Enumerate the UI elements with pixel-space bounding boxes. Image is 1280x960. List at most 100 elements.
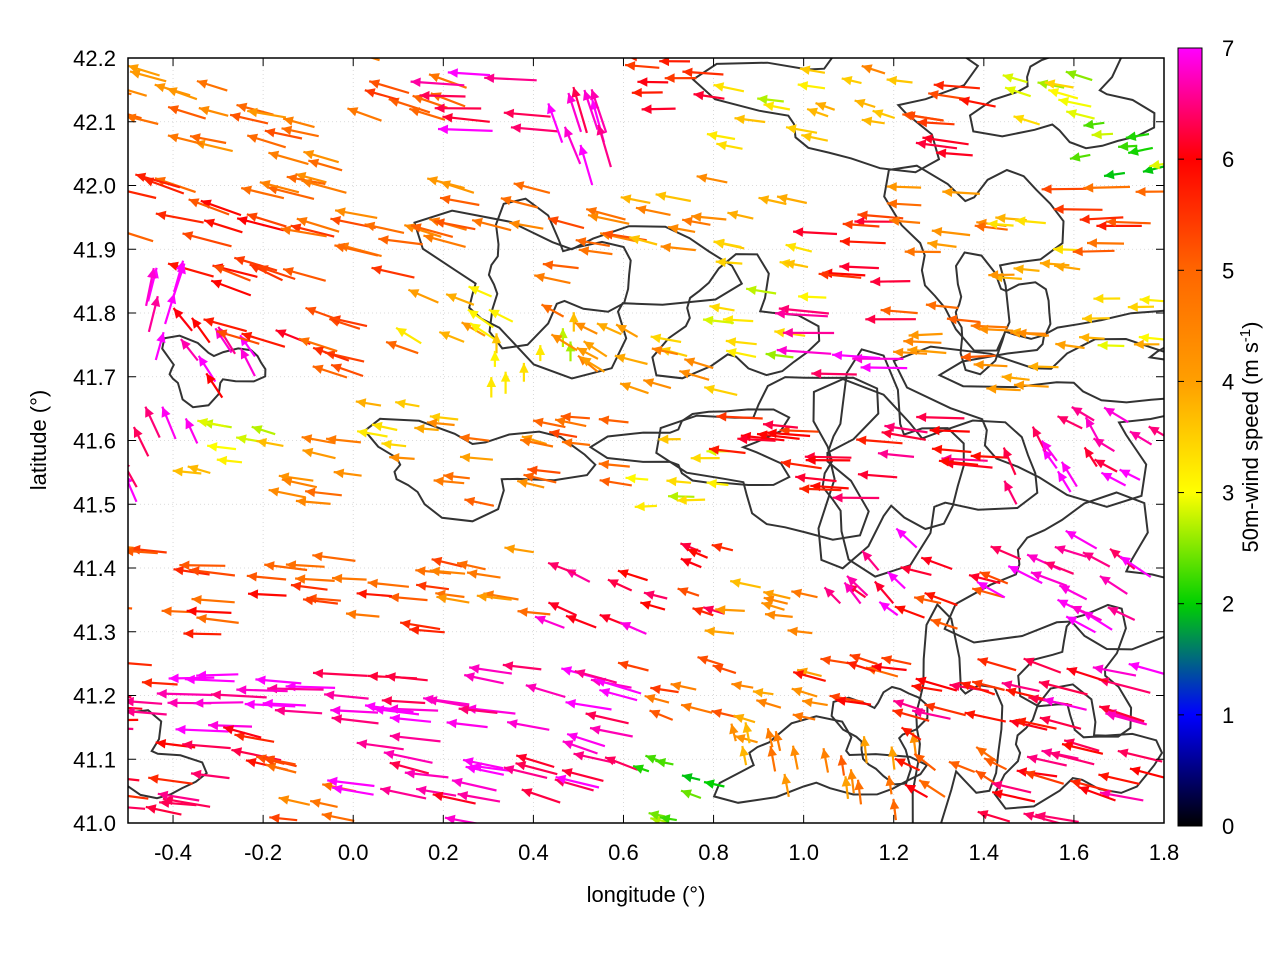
wind-vector-head [854, 779, 864, 791]
wind-vector-head [692, 606, 704, 616]
wind-vector-head [590, 89, 600, 101]
wind-vector-head [467, 309, 479, 320]
wind-vector-head [108, 802, 118, 812]
wind-vector-head [924, 591, 936, 601]
wind-vector-head [658, 434, 669, 445]
wind-vector-head [1098, 772, 1110, 782]
wind-vector-head [156, 689, 167, 699]
wind-vector-head [175, 724, 186, 735]
wind-vector-head [596, 323, 608, 332]
y-tick-label: 41.6 [73, 429, 116, 454]
wind-vector-head [313, 346, 324, 356]
wind-vector-head [103, 789, 114, 799]
wind-vector-head [507, 719, 518, 729]
wind-vector-head [161, 406, 171, 418]
contour-line [161, 334, 267, 409]
wind-vector-head [799, 484, 810, 494]
wind-vector-head [207, 442, 218, 452]
colorbar-title: 50m-wind speed (m s-1) [1237, 322, 1263, 553]
wind-vector-head [847, 575, 858, 587]
wind-vector-head [596, 124, 606, 136]
wind-vector-head [431, 556, 443, 567]
y-tick-label: 42.2 [73, 46, 116, 71]
wind-vector-head [567, 732, 578, 742]
wind-vector-head [915, 139, 927, 149]
wind-vector-head [1104, 169, 1115, 180]
wind-vector-head [617, 569, 629, 579]
wind-vector-head [457, 791, 469, 801]
wind-vector-head [150, 296, 161, 307]
wind-vector-shaft [128, 92, 132, 96]
wind-vector-head [247, 107, 258, 118]
wind-vector-head [583, 90, 593, 101]
wind-vector-head [324, 690, 335, 700]
wind-vector-head [930, 618, 942, 628]
wind-vector-head [283, 267, 294, 277]
wind-vector-head [726, 348, 737, 358]
wind-vector-head [389, 713, 401, 724]
wind-vector-head [128, 707, 135, 717]
wind-vector-head [460, 452, 471, 463]
wind-vector-head [599, 614, 611, 623]
wind-vector-head [1093, 438, 1105, 448]
wind-vector-head [488, 309, 500, 319]
wind-vector-head [1062, 741, 1073, 751]
wind-vector-head [108, 658, 118, 668]
wind-vector-head [1125, 131, 1137, 141]
wind-vectors [103, 58, 1164, 823]
wind-vector-head [1035, 811, 1046, 822]
wind-vector-head [645, 754, 657, 764]
wind-vector-head [598, 415, 610, 425]
wind-vector-head [196, 79, 208, 89]
wind-vector-head [555, 416, 566, 427]
wind-vector-head [784, 259, 796, 269]
wind-vector-head [281, 476, 293, 487]
wind-vector-head [179, 560, 190, 570]
wind-vector-head [112, 288, 121, 299]
wind-vector-head [666, 476, 677, 487]
wind-vector-head [1129, 766, 1141, 776]
y-axis-title: latitude (°) [26, 390, 51, 491]
wind-vector-head [1101, 472, 1113, 482]
wind-vector-head [281, 125, 293, 136]
wind-vector-head [1066, 616, 1078, 626]
wind-vector-head [148, 774, 159, 784]
contour-line [883, 164, 1065, 352]
wind-vector-head [650, 815, 661, 823]
wind-vector-head [854, 216, 865, 227]
wind-vector-head [765, 728, 775, 739]
wind-vector-head [172, 466, 183, 477]
wind-vector-head [739, 746, 749, 757]
wind-vector-head [832, 493, 843, 503]
wind-vector-head [995, 213, 1006, 224]
wind-vector-head [434, 218, 445, 228]
wind-vector-head [779, 259, 791, 269]
wind-vector-head [197, 418, 208, 428]
wind-vector-head [1128, 661, 1140, 672]
x-tick-label: 1.0 [788, 840, 819, 865]
x-tick-label: 1.8 [1149, 840, 1180, 865]
wind-vector-head [416, 581, 427, 591]
wind-vector-head [535, 345, 546, 355]
wind-vector-head [566, 614, 577, 624]
wind-vector-head [655, 191, 667, 201]
wind-vector-head [677, 587, 689, 597]
wind-vector-head [565, 699, 576, 709]
wind-vector-head [921, 556, 933, 566]
wind-vector-head [706, 479, 717, 489]
wind-vector-head [1127, 302, 1138, 312]
wind-vector-head [216, 329, 228, 339]
wind-vector-head [842, 219, 853, 230]
wind-vector-head [1016, 328, 1027, 339]
wind-vector-head [468, 286, 480, 295]
wind-vector-head [191, 317, 202, 329]
wind-vector-head [885, 775, 895, 787]
contour-line [812, 378, 1039, 578]
wind-vector-head [984, 758, 996, 767]
wind-vector-head [974, 222, 986, 232]
wind-vector-head [128, 113, 137, 123]
wind-vector-head [1094, 459, 1106, 469]
wind-vector-head [820, 655, 831, 666]
wind-vector-head [659, 814, 671, 823]
wind-vector-head [245, 757, 257, 768]
